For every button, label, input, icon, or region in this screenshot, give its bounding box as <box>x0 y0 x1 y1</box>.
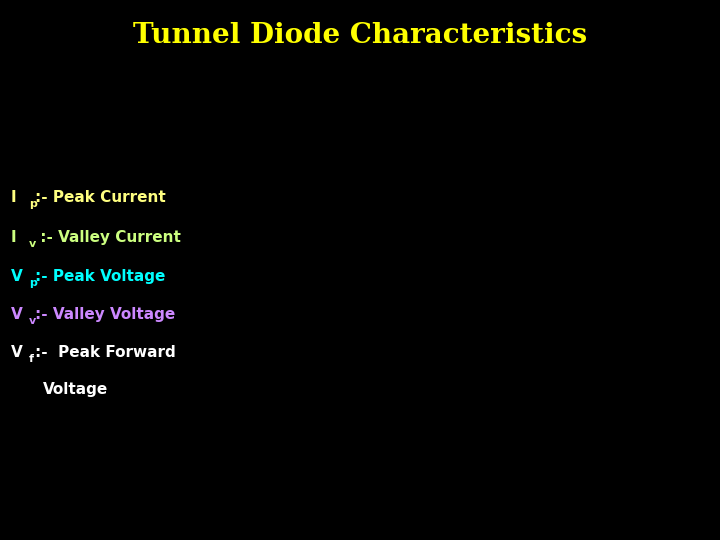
Text: p: p <box>29 278 37 288</box>
Text: Tunnel Diode Characteristics: Tunnel Diode Characteristics <box>133 22 587 49</box>
Text: V: V <box>11 307 22 322</box>
Text: V: V <box>11 269 22 284</box>
Text: :- Valley Voltage: :- Valley Voltage <box>35 307 175 322</box>
Text: B: B <box>607 294 616 308</box>
Text: Tunnel
diode: Tunnel diode <box>626 219 665 248</box>
Text: V: V <box>11 345 22 360</box>
Text: $I$: $I$ <box>342 57 348 72</box>
Text: Voltage: Voltage <box>43 382 109 397</box>
Text: :- Peak Voltage: :- Peak Voltage <box>35 269 165 284</box>
Text: :- Peak Current: :- Peak Current <box>35 190 166 205</box>
Text: 50 mV: 50 mV <box>361 350 397 361</box>
Text: v: v <box>29 239 36 249</box>
Text: p: p <box>29 199 37 208</box>
Text: :- Valley Current: :- Valley Current <box>35 230 181 245</box>
Text: I: I <box>11 190 17 205</box>
Text: A: A <box>383 99 392 113</box>
Text: O: O <box>341 341 352 355</box>
Text: Negative
resistance: Negative resistance <box>626 133 687 163</box>
Text: I: I <box>11 230 17 245</box>
Text: f: f <box>29 354 34 363</box>
Text: 2 mA: 2 mA <box>297 113 326 123</box>
Text: 300 mV: 300 mV <box>578 350 621 361</box>
Text: 0.2 mA: 0.2 mA <box>287 305 326 315</box>
Text: $-v$: $-v$ <box>178 318 200 332</box>
Text: v: v <box>29 316 36 326</box>
Text: Ordinary
diode: Ordinary diode <box>181 429 233 458</box>
Text: :-  Peak Forward: :- Peak Forward <box>35 345 175 360</box>
